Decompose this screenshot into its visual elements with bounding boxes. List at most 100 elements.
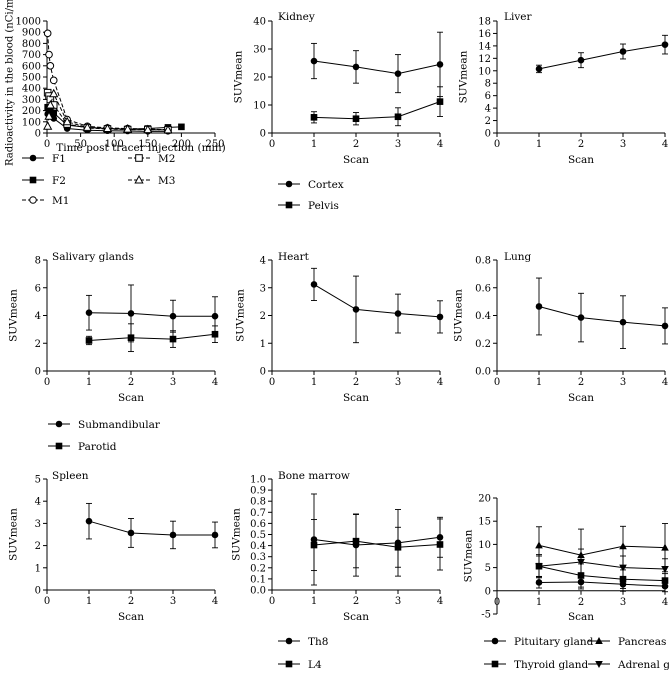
series-line (47, 33, 168, 131)
x-tick-label: 0 (44, 139, 50, 150)
y-axis-label: SUVmean (453, 289, 465, 342)
y-tick-label: 0.0 (475, 367, 491, 378)
data-point (47, 106, 54, 113)
data-point (49, 76, 58, 85)
data-point (62, 116, 72, 126)
data-point (661, 41, 669, 48)
x-tick-label: 50 (74, 139, 87, 150)
y-tick-label: 3 (260, 283, 266, 294)
legend-label: Pituitary gland (514, 636, 594, 648)
y-tick-label: 400 (22, 84, 41, 95)
data-point (169, 312, 177, 320)
x-tick-label: 3 (620, 597, 626, 608)
y-tick-label: 0.3 (250, 552, 266, 563)
chart-panel: 0 2 4 6 8 0 1 2 3 4 Scan SUVmean Salivary glands Subm… (8, 251, 219, 453)
legend-marker (285, 201, 293, 209)
data-point (535, 65, 543, 73)
y-tick-label: 15 (478, 517, 491, 528)
x-tick-label: 3 (395, 139, 401, 150)
y-tick-label: 3 (35, 519, 41, 530)
data-point (211, 330, 219, 338)
y-tick-label: 4 (260, 256, 266, 267)
y-tick-label: 900 (22, 28, 41, 39)
data-point (211, 312, 219, 320)
data-point (352, 537, 360, 545)
legend-entry: M2 (128, 153, 175, 165)
data-point (85, 517, 93, 525)
x-tick-label: 4 (212, 377, 218, 388)
y-axis-label: SUVmean (8, 289, 20, 342)
data-point (49, 88, 59, 98)
data-point (352, 63, 360, 71)
y-tick-label: 0.4 (475, 311, 491, 322)
legend-entry: Pituitary gland (484, 636, 594, 648)
x-tick-label: 1 (536, 597, 542, 608)
series-line (47, 92, 168, 131)
series (85, 323, 219, 353)
data-point (50, 109, 58, 117)
x-tick-label: 2 (578, 597, 584, 608)
x-tick-label: 4 (437, 139, 443, 150)
y-axis-label: Radioactivity in the blood (nCi/mL) (5, 0, 16, 166)
x-tick-label: 1 (311, 139, 317, 150)
data-point (577, 572, 585, 579)
data-point (661, 577, 669, 584)
data-point (45, 50, 53, 59)
series-line (88, 520, 215, 536)
legend-marker (29, 154, 37, 162)
legend-marker (491, 637, 499, 645)
y-tick-label: 6 (485, 91, 491, 102)
series-line (538, 305, 666, 327)
y-tick-label: 0 (485, 586, 491, 597)
x-axis-label: Scan (568, 154, 594, 166)
data-point (127, 310, 135, 317)
legend-marker (595, 661, 603, 668)
legend-marker (29, 176, 37, 184)
data-point (310, 114, 318, 121)
y-tick-label: 16 (478, 29, 491, 40)
x-tick-label: 3 (395, 596, 401, 607)
y-tick-label: 10 (253, 101, 266, 112)
series-line (313, 540, 441, 548)
legend-marker (285, 180, 293, 188)
data-point (310, 541, 318, 549)
y-tick-label: 4 (35, 311, 41, 322)
y-tick-label: 20 (478, 494, 491, 505)
x-tick-label: 0 (269, 377, 275, 388)
x-tick-label: 0 (269, 596, 275, 607)
data-point (394, 113, 402, 121)
y-tick-label: 0 (35, 129, 41, 140)
y-tick-label: 0.2 (250, 563, 266, 574)
x-tick-label: 3 (170, 596, 176, 607)
data-point (436, 313, 444, 321)
y-tick-label: 500 (22, 73, 41, 84)
y-tick-label: 8 (35, 256, 41, 267)
x-tick-label: 4 (212, 596, 218, 607)
series-line (538, 581, 666, 587)
legend-label: F2 (52, 175, 66, 187)
x-tick-label: 2 (353, 377, 359, 388)
legend-marker (595, 637, 603, 644)
legend-entry: Thyroid gland (484, 659, 589, 671)
series (85, 502, 219, 550)
data-point (352, 115, 360, 123)
data-point (169, 335, 177, 343)
x-tick-label: 0 (494, 377, 500, 388)
panel-title: Lung (504, 251, 531, 263)
legend-label: Th8 (308, 636, 328, 648)
y-tick-label: 4 (35, 497, 41, 508)
data-point (661, 543, 669, 551)
data-point (661, 322, 669, 330)
data-point (44, 111, 54, 120)
series-line (313, 60, 441, 75)
y-tick-label: 5 (485, 563, 491, 574)
legend-entry: Cortex (278, 179, 344, 191)
legend-entry: Submandibular (48, 419, 161, 431)
data-point (619, 48, 627, 55)
series (535, 34, 669, 74)
data-point (127, 334, 135, 341)
x-tick-label: 0 (44, 596, 50, 607)
y-tick-label: 0 (260, 367, 266, 378)
y-tick-label: 2 (35, 541, 41, 552)
